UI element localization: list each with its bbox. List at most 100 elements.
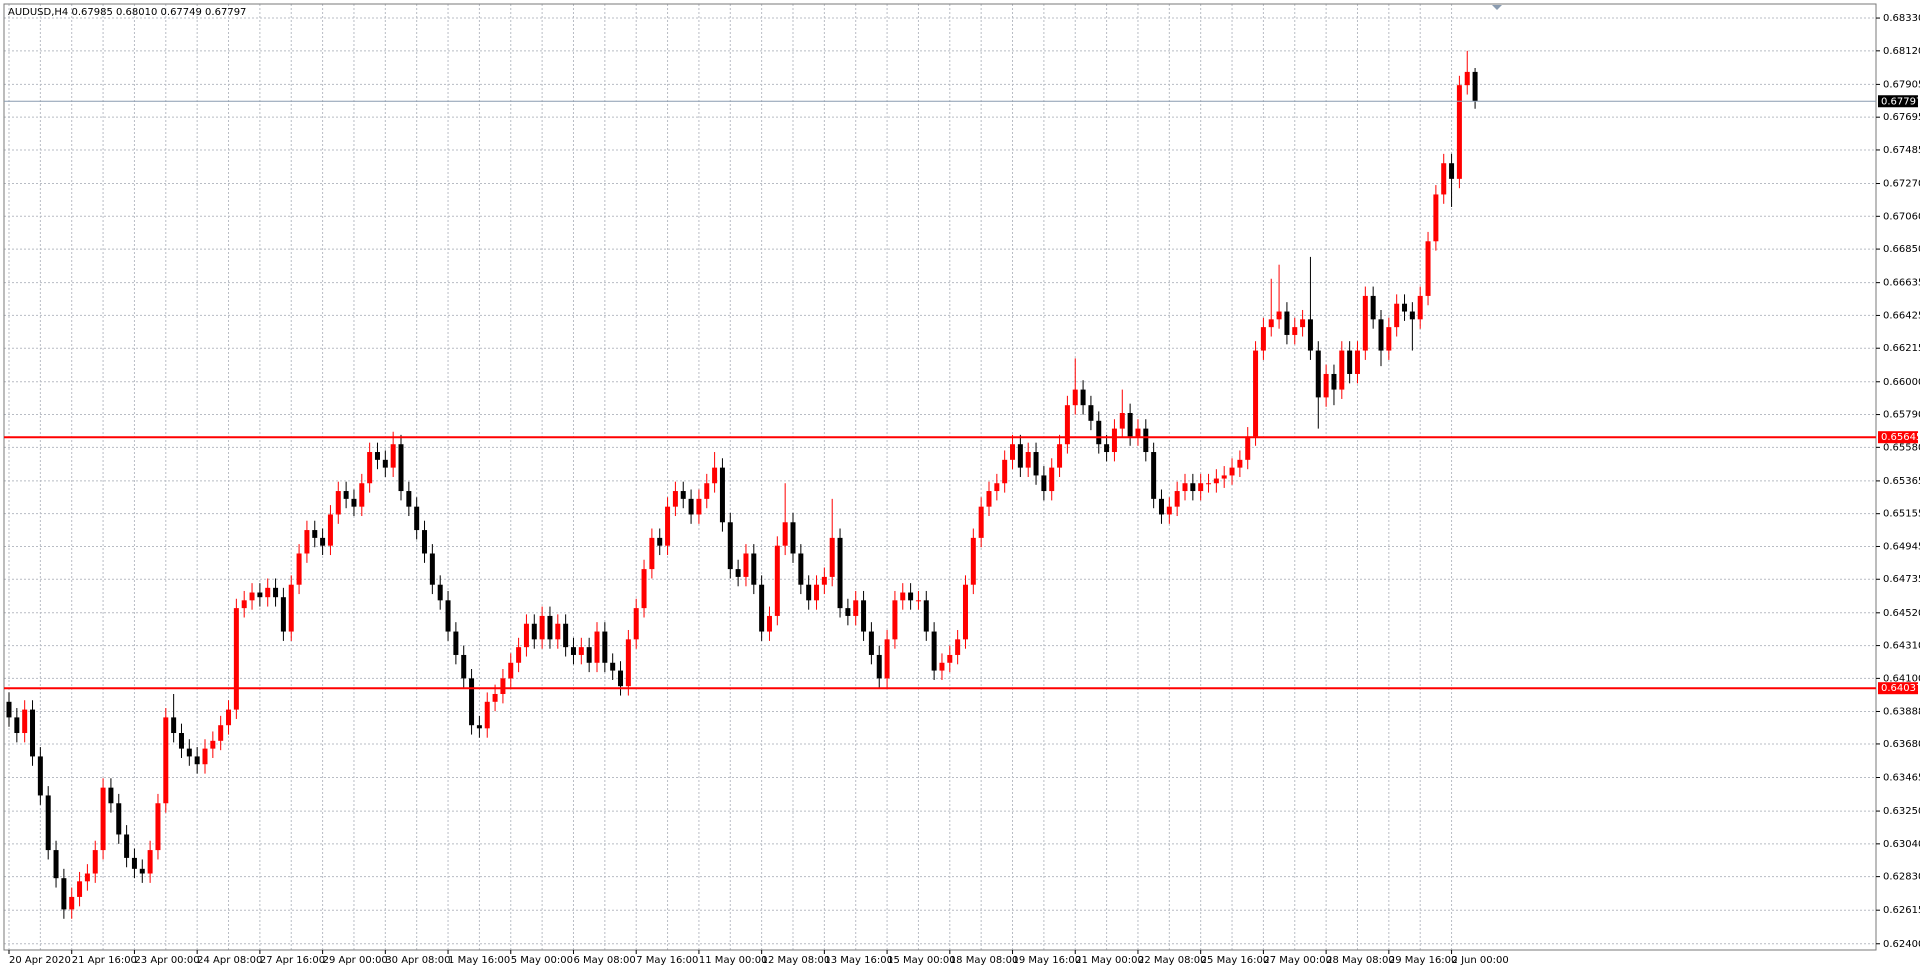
candle-body — [1292, 327, 1298, 335]
candle-body — [186, 748, 192, 757]
candle-body — [806, 584, 812, 601]
candle-body — [1378, 319, 1384, 351]
candle-body — [1182, 483, 1188, 492]
candle-body — [1088, 405, 1094, 421]
x-tick-label: 22 May 08:00 — [1138, 955, 1207, 966]
shift-marker — [1492, 5, 1502, 10]
candle-body — [719, 467, 725, 523]
x-tick-label: 27 Apr 16:00 — [260, 955, 325, 966]
candle-body — [594, 631, 600, 663]
candle-body — [1174, 491, 1180, 507]
candle-body — [1033, 452, 1039, 476]
candle-body — [947, 654, 953, 663]
candle-body — [508, 662, 514, 679]
candle-body — [1331, 373, 1337, 390]
candle-body — [1354, 350, 1360, 374]
candle-body — [1260, 327, 1266, 351]
x-tick-label: 28 May 08:00 — [1326, 955, 1395, 966]
candle-body — [249, 592, 255, 601]
candle-body — [374, 452, 380, 460]
candle-body — [1425, 241, 1431, 296]
candle-body — [288, 584, 294, 632]
candle-body — [327, 514, 333, 546]
candle-body — [406, 491, 412, 507]
candle-body — [798, 553, 804, 585]
candle-body — [547, 615, 553, 640]
candle-body — [390, 444, 396, 468]
y-tick-label: 0.65155 — [1883, 509, 1920, 520]
candle-body — [84, 873, 90, 882]
candle-body — [1080, 389, 1086, 406]
y-tick-label: 0.67695 — [1883, 112, 1920, 123]
candle-body — [845, 608, 851, 616]
candle-body — [1284, 311, 1290, 335]
candle-body — [155, 803, 161, 851]
x-tick-label: 13 May 16:00 — [824, 955, 893, 966]
y-tick-label: 0.62615 — [1883, 905, 1920, 916]
candle-body — [516, 647, 522, 663]
candle-body — [680, 491, 686, 499]
candle-body — [1206, 483, 1212, 485]
y-tick-label: 0.67485 — [1883, 145, 1920, 156]
candle-body — [1229, 467, 1235, 476]
candle-body — [437, 584, 443, 601]
candle-body — [610, 662, 616, 671]
candle-body — [1072, 389, 1078, 406]
y-tick-label: 0.64945 — [1883, 541, 1920, 552]
x-tick-label: 20 Apr 2020 — [9, 955, 71, 966]
candle-body — [735, 569, 741, 577]
candle-body — [539, 615, 545, 640]
candle-body — [484, 701, 490, 729]
candle-body — [116, 803, 122, 835]
candle-body — [351, 498, 357, 507]
candle-body — [233, 608, 239, 710]
level-label: 0.64037 — [1881, 683, 1920, 694]
candle-body — [131, 857, 137, 869]
candle-body — [1253, 350, 1259, 437]
candle-body — [398, 444, 404, 492]
x-tick-label: 21 Apr 16:00 — [72, 955, 137, 966]
candle-body — [414, 506, 420, 531]
candle-body — [915, 600, 921, 602]
candle-body — [6, 701, 12, 718]
candle-body — [343, 491, 349, 499]
candle-body — [908, 592, 914, 601]
candle-body — [649, 537, 655, 570]
candle-body — [1010, 444, 1016, 460]
candle-body — [1135, 428, 1141, 437]
x-tick-label: 12 May 08:00 — [762, 955, 831, 966]
candle-body — [900, 592, 906, 601]
candle-body — [92, 850, 98, 874]
candle-body — [618, 670, 624, 687]
candle-body — [1111, 428, 1117, 453]
candle-body — [265, 587, 271, 598]
candle-body — [1151, 452, 1157, 499]
x-tick-label: 29 Apr 00:00 — [323, 955, 388, 966]
candle-body — [1370, 295, 1376, 320]
level-label-box — [1878, 431, 1918, 444]
x-tick-label: 6 May 08:00 — [573, 955, 635, 966]
candle-body — [1433, 194, 1439, 242]
x-tick-label: 15 May 00:00 — [887, 955, 956, 966]
candle-body — [1323, 373, 1329, 398]
candle-body — [273, 587, 279, 598]
candle-body — [1386, 327, 1392, 351]
candle-body — [108, 787, 114, 804]
candle-body — [37, 756, 43, 796]
candle-body — [657, 537, 663, 546]
candle-body — [1347, 350, 1353, 374]
candle-body — [178, 733, 184, 749]
candle-body — [335, 491, 341, 515]
candle-body — [994, 483, 1000, 492]
candle-body — [1025, 452, 1031, 468]
y-tick-label: 0.64735 — [1883, 574, 1920, 585]
